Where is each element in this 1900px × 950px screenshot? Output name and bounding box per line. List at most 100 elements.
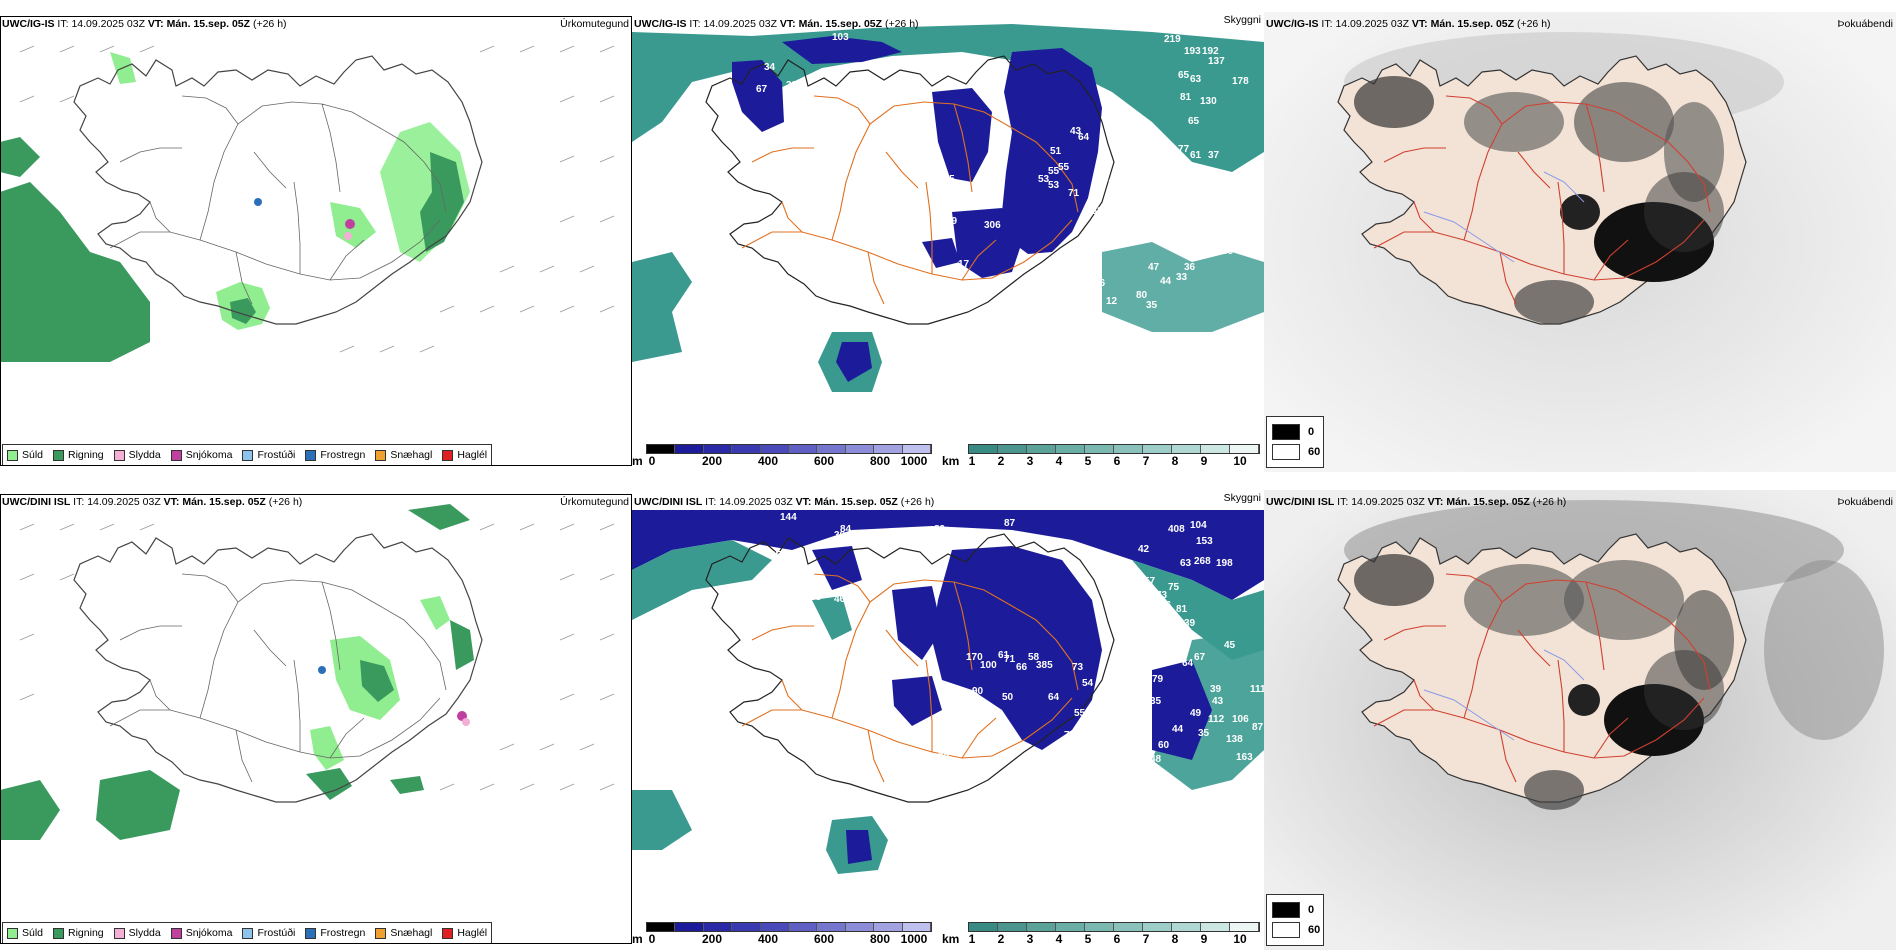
cloud-base-label: 204 bbox=[1000, 356, 1017, 367]
cloud-base-label: 35 bbox=[770, 550, 782, 561]
cloud-base-label: 106 bbox=[1066, 748, 1083, 759]
cloud-base-label: 268 bbox=[1194, 556, 1211, 567]
cloud-title-row1: Skyggni bbox=[1223, 14, 1261, 26]
legend-item-rigning: Rigning bbox=[53, 927, 104, 939]
precip-panel-row2: UWC/DINI ISL IT: 14.09.2025 03Z VT: Mán.… bbox=[0, 490, 632, 950]
cloud-base-label: 55 bbox=[1074, 708, 1086, 719]
cloud-base-label: 63 bbox=[1180, 558, 1192, 569]
colorbar-m-row2: m 0 200 400 600 800 1000 bbox=[632, 920, 932, 946]
legend-item-frostregn: Frostregn bbox=[305, 449, 365, 461]
cloud-base-label: 89 bbox=[934, 524, 946, 535]
cloud-base-label: 408 bbox=[1168, 524, 1185, 535]
cloud-base-label: 77 bbox=[876, 528, 888, 539]
cloud-base-label: 81 bbox=[1176, 604, 1188, 615]
cloud-base-label: 84 bbox=[840, 524, 852, 535]
cloud-base-label: 39 bbox=[1210, 684, 1222, 695]
cloud-base-label: 87 bbox=[1252, 722, 1264, 733]
cloud-base-label: 32 bbox=[1216, 184, 1228, 195]
cloud-base-label: 17 bbox=[958, 259, 970, 270]
cloud-base-label: 67 bbox=[1194, 652, 1206, 663]
legend-item-hagel: Haglél bbox=[442, 927, 487, 939]
cloud-header-row2: UWC/DINI ISL IT: 14.09.2025 03Z VT: Mán.… bbox=[634, 496, 935, 508]
cloud-base-label: 87 bbox=[1004, 518, 1016, 529]
precip-header-row2: UWC/DINI ISL IT: 14.09.2025 03Z VT: Mán.… bbox=[2, 496, 303, 508]
cloud-base-label: 33 bbox=[1216, 222, 1228, 233]
cloud-base-label: 77 bbox=[1178, 144, 1190, 155]
cloud-base-label: 61 bbox=[1190, 150, 1202, 161]
cloud-base-label: 63 bbox=[1170, 646, 1182, 657]
cloud-base-label: 54 bbox=[1082, 678, 1094, 689]
precip-legend-row1: Súld Rigning Slydda Snjókoma Frostúði Fr… bbox=[2, 444, 493, 466]
cloud-base-label: 153 bbox=[1196, 536, 1213, 547]
cloud-base-label: 33 bbox=[1216, 238, 1228, 249]
cloud-base-label: 34 bbox=[764, 62, 776, 73]
cloud-base-label: 56 bbox=[1090, 258, 1102, 269]
cloud-base-label: 71 bbox=[1004, 654, 1016, 665]
cloud-base-label: 112 bbox=[1208, 714, 1225, 725]
cloud-base-label: 35 bbox=[1146, 300, 1158, 311]
legend-item-sudl: Súld bbox=[7, 927, 43, 939]
cloud-base-label: 152 bbox=[1010, 372, 1027, 383]
cloud-base-label: 75 bbox=[1168, 582, 1180, 593]
fog-map-row2 bbox=[1264, 490, 1896, 950]
cloud-base-label: 73 bbox=[1072, 662, 1084, 673]
cloud-base-label: 138 bbox=[1226, 734, 1243, 745]
cloud-base-label: 137 bbox=[1208, 56, 1225, 67]
cloud-header-row1: UWC/IG-IS IT: 14.09.2025 03Z VT: Mán. 15… bbox=[634, 18, 919, 30]
legend-item-sudl: Súld bbox=[7, 449, 43, 461]
cloud-base-label: 39 bbox=[1154, 618, 1166, 629]
cloud-base-label: 178 bbox=[1232, 76, 1249, 87]
cloud-base-label: 106 bbox=[1232, 714, 1249, 725]
cloud-base-label: 79 bbox=[1152, 674, 1164, 685]
cloud-base-label: 192 bbox=[1202, 46, 1219, 57]
cloud-base-label: 65 bbox=[1188, 116, 1200, 127]
cloud-base-label: 43 bbox=[1212, 696, 1224, 707]
legend-item-snjokoma: Snjókoma bbox=[170, 927, 232, 939]
precip-legend-row2: Súld Rigning Slydda Snjókoma Frostúði Fr… bbox=[2, 922, 493, 944]
cloud-base-label: 80 bbox=[1136, 290, 1148, 301]
colorbar-m-row1: m 0 200 400 600 800 1000 bbox=[632, 442, 932, 468]
fog-title-row1: Þokuábendi bbox=[1837, 18, 1893, 30]
precip-map-row2 bbox=[0, 490, 632, 950]
cloud-title-row2: Skyggni bbox=[1223, 492, 1261, 504]
legend-item-snaehagl: Snæhagl bbox=[375, 449, 432, 461]
cloud-base-label: 193 bbox=[1184, 46, 1201, 57]
cloud-base-label: 103 bbox=[832, 32, 849, 43]
colorbar-km-row2: km 1 2 3 4 5 6 7 8 9 10 bbox=[942, 920, 1260, 946]
cloud-base-label: 78 bbox=[1172, 170, 1184, 181]
cloud-base-label: 64 bbox=[1198, 168, 1210, 179]
precip-map-row1 bbox=[0, 12, 632, 472]
cloud-base-label: 71 bbox=[1068, 188, 1080, 199]
cloud-base-label: 96 bbox=[968, 692, 980, 703]
cloud-base-label: 51 bbox=[804, 566, 816, 577]
cloud-base-label: 34 bbox=[1130, 712, 1142, 723]
cloud-base-label: 61 bbox=[998, 650, 1010, 661]
cloud-base-label: 45 bbox=[794, 108, 806, 119]
cloud-base-label: 16 bbox=[1108, 178, 1120, 189]
cloud-base-label: 47 bbox=[1148, 262, 1160, 273]
cloud-base-label: 42 bbox=[1138, 544, 1150, 555]
cloud-base-label: 36 bbox=[1184, 262, 1196, 273]
cloud-base-label: 53 bbox=[1038, 174, 1050, 185]
cloud-base-label: 44 bbox=[1172, 724, 1184, 735]
fog-map-row1 bbox=[1264, 12, 1896, 472]
legend-item-frostregn: Frostregn bbox=[305, 927, 365, 939]
cloud-base-label: 99 bbox=[946, 216, 958, 227]
cloud-base-label: 38 bbox=[1222, 246, 1234, 257]
colorbar-km-row1: km 1 2 3 4 5 6 7 8 9 10 bbox=[942, 442, 1260, 468]
cloud-base-label: 60 bbox=[1158, 740, 1170, 751]
cloud-base-label: 35 bbox=[1150, 696, 1162, 707]
cloud-base-label: 41 bbox=[1102, 686, 1114, 697]
cloud-base-label: 64 bbox=[1048, 692, 1060, 703]
cloud-base-label: 12 bbox=[1106, 296, 1118, 307]
cloud-base-label: 58 bbox=[1028, 652, 1040, 663]
legend-item-hagel: Haglél bbox=[442, 449, 487, 461]
cloud-base-label: 170 bbox=[966, 652, 983, 663]
cloud-base-label: 111 bbox=[1250, 684, 1264, 695]
cloud-base-label: 219 bbox=[1164, 34, 1181, 45]
cloud-base-label: 125 bbox=[938, 174, 955, 185]
cloud-base-label: 568 bbox=[1086, 206, 1103, 217]
